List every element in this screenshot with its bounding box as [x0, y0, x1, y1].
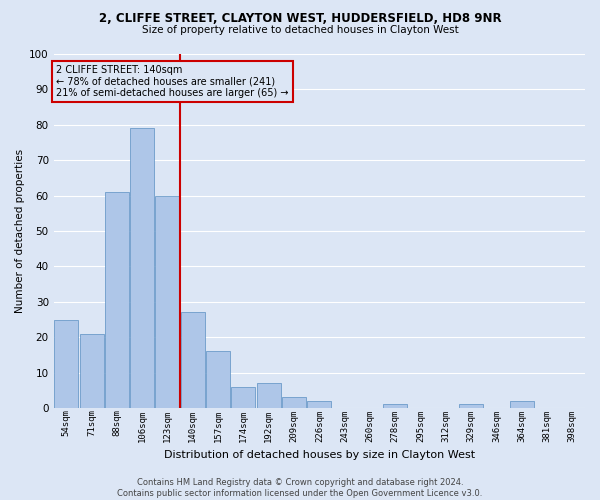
Bar [383, 404, 407, 408]
Bar [181, 312, 205, 408]
Y-axis label: Number of detached properties: Number of detached properties [15, 149, 25, 313]
Text: 2, CLIFFE STREET, CLAYTON WEST, HUDDERSFIELD, HD8 9NR: 2, CLIFFE STREET, CLAYTON WEST, HUDDERSF… [98, 12, 502, 26]
Text: Size of property relative to detached houses in Clayton West: Size of property relative to detached ho… [142, 25, 458, 35]
Bar [130, 128, 154, 408]
Bar [206, 352, 230, 408]
Text: Contains HM Land Registry data © Crown copyright and database right 2024.
Contai: Contains HM Land Registry data © Crown c… [118, 478, 482, 498]
Bar [80, 334, 104, 408]
Bar [155, 196, 179, 408]
Bar [232, 387, 256, 408]
Text: 2 CLIFFE STREET: 140sqm
← 78% of detached houses are smaller (241)
21% of semi-d: 2 CLIFFE STREET: 140sqm ← 78% of detache… [56, 64, 289, 98]
Bar [510, 401, 534, 408]
Bar [282, 398, 306, 408]
X-axis label: Distribution of detached houses by size in Clayton West: Distribution of detached houses by size … [164, 450, 475, 460]
Bar [257, 383, 281, 408]
Bar [54, 320, 79, 408]
Bar [307, 401, 331, 408]
Bar [105, 192, 129, 408]
Bar [459, 404, 483, 408]
